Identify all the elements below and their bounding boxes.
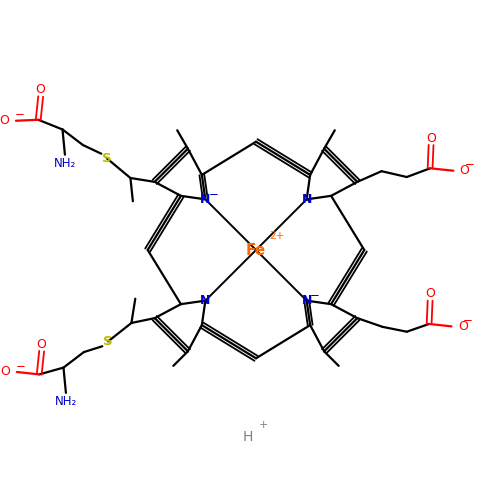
Text: −: − bbox=[465, 158, 475, 172]
Text: O: O bbox=[425, 288, 435, 300]
Text: −: − bbox=[208, 188, 218, 201]
Text: O: O bbox=[36, 83, 46, 96]
Text: NH₂: NH₂ bbox=[55, 395, 77, 408]
Text: O: O bbox=[460, 164, 469, 177]
Text: H: H bbox=[242, 430, 252, 444]
Text: O: O bbox=[36, 338, 46, 351]
Text: N: N bbox=[200, 193, 210, 206]
Text: N: N bbox=[302, 193, 312, 206]
Text: S: S bbox=[102, 152, 112, 165]
Text: N: N bbox=[200, 294, 210, 307]
Text: −: − bbox=[16, 360, 26, 372]
Text: N: N bbox=[302, 294, 312, 307]
Text: 2+: 2+ bbox=[270, 232, 285, 241]
Text: O: O bbox=[458, 320, 468, 333]
Text: O: O bbox=[426, 132, 436, 144]
Text: Fe: Fe bbox=[246, 242, 266, 258]
Text: −: − bbox=[310, 290, 320, 302]
Text: NH₂: NH₂ bbox=[54, 157, 76, 170]
Text: −: − bbox=[14, 108, 24, 122]
Text: −: − bbox=[463, 314, 473, 327]
Text: O: O bbox=[0, 366, 10, 378]
Text: O: O bbox=[0, 114, 9, 127]
Text: +: + bbox=[258, 420, 268, 430]
Text: S: S bbox=[104, 335, 113, 348]
